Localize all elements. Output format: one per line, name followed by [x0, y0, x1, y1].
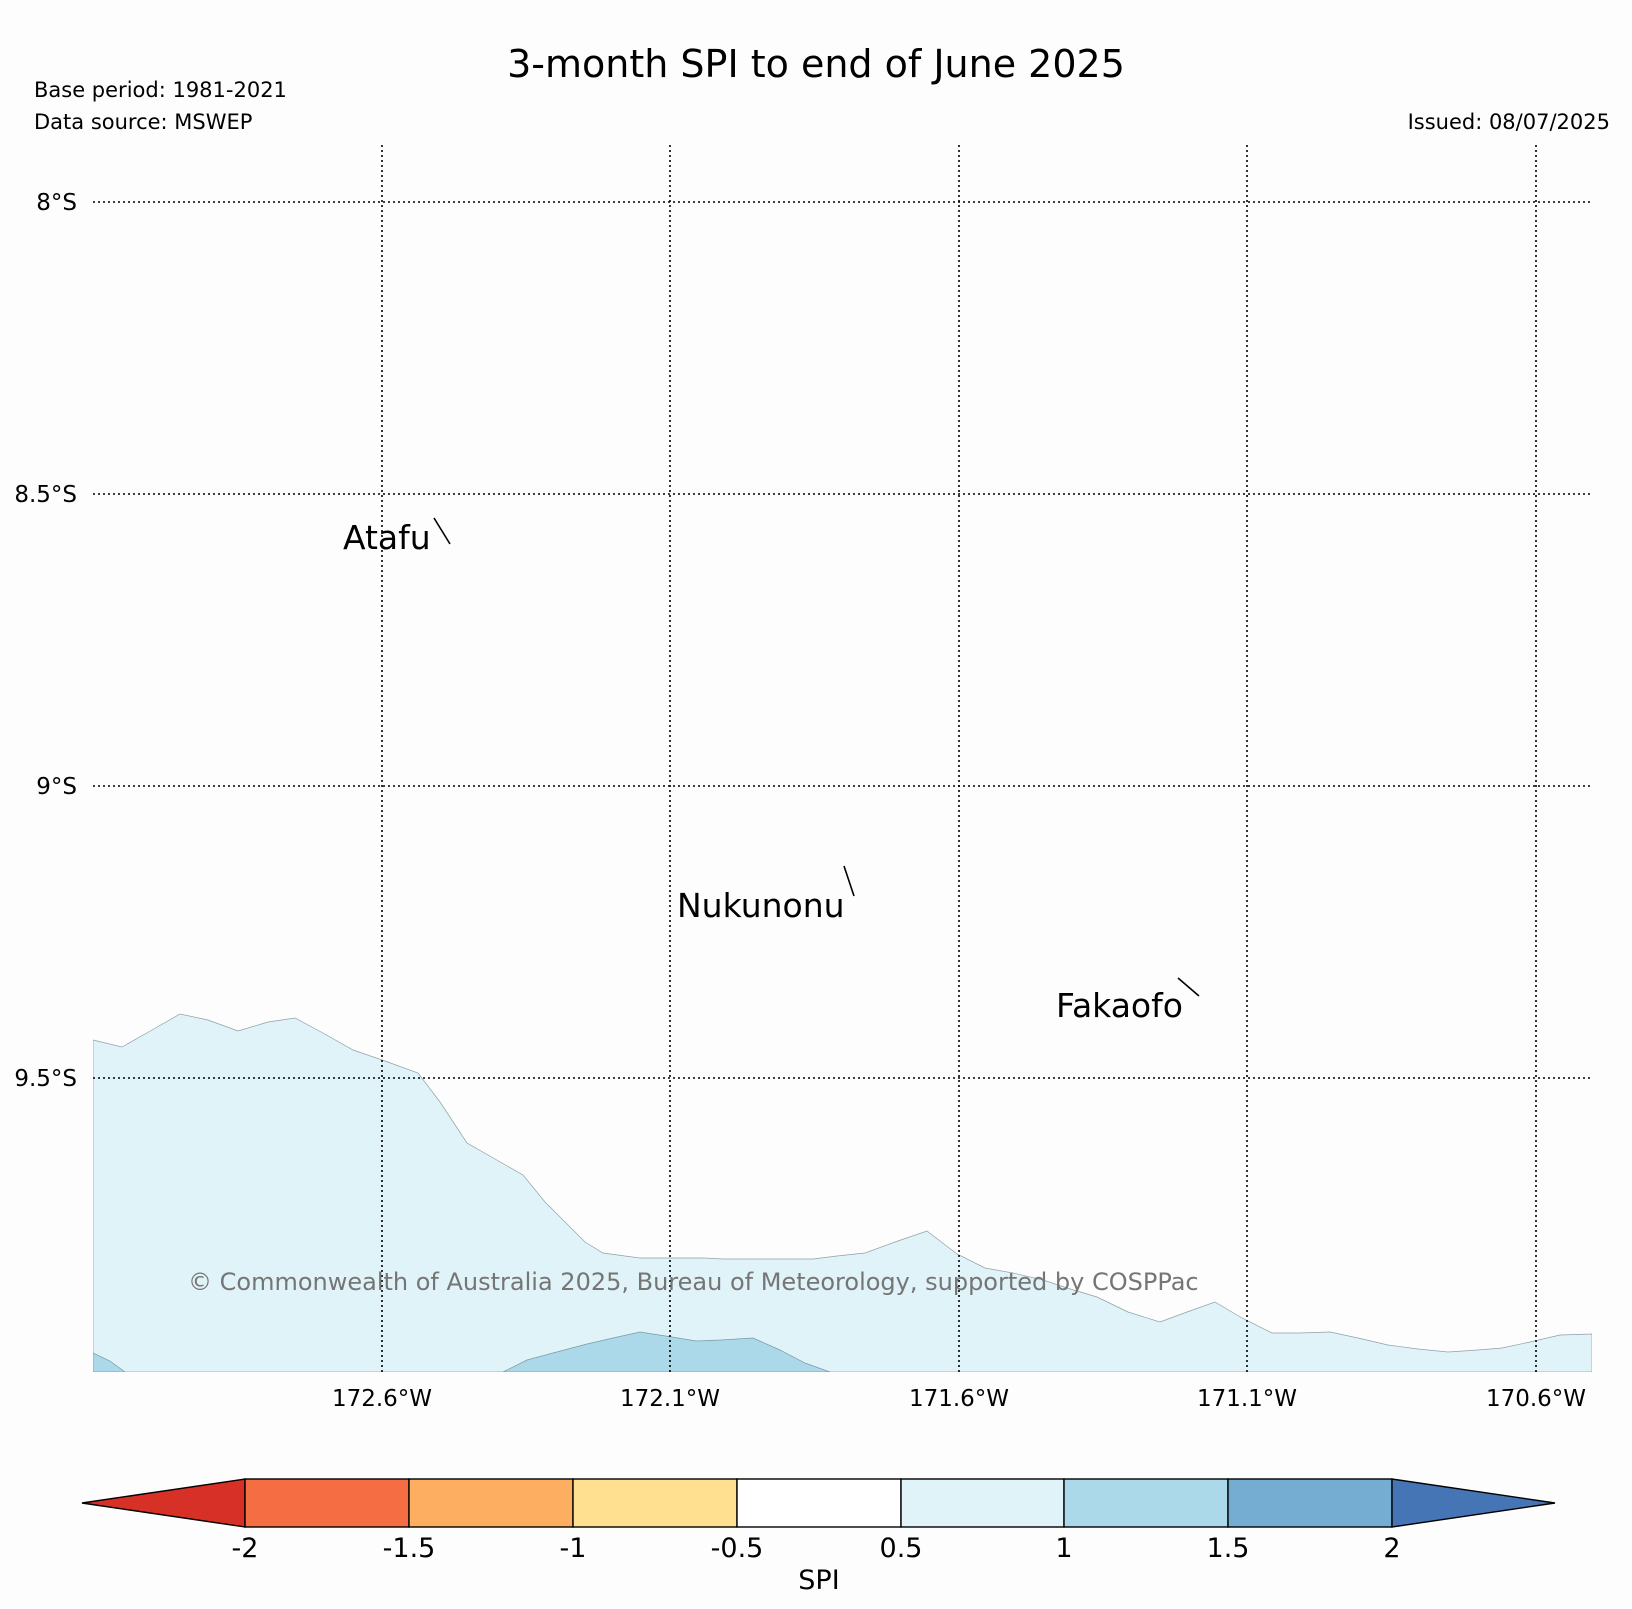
place-label-nukunonu: Nukunonu: [677, 886, 845, 925]
spi-region-0.5-1: [93, 1013, 1592, 1372]
colorbar-segment: [1227, 1478, 1393, 1528]
lat-label: 8°S: [36, 190, 77, 216]
data-source-note: Data source: MSWEP: [34, 110, 253, 134]
colorbar-segment: [408, 1478, 574, 1528]
colorbar-tick: 2: [1383, 1533, 1400, 1564]
lat-label: 9.5°S: [14, 1066, 77, 1092]
spi-region-1-1.5: [502, 1331, 831, 1372]
lat-label: 8.5°S: [14, 482, 77, 508]
colorbar-tick: 1: [1055, 1533, 1072, 1564]
colorbar-tick: -1: [560, 1533, 587, 1564]
colorbar-tick: 0.5: [880, 1533, 923, 1564]
place-label-fakaofo: Fakaofo: [1056, 986, 1183, 1025]
spi-shading: [93, 1013, 1592, 1372]
atafu-outline: [433, 517, 451, 545]
copyright-notice: © Commonwealth of Australia 2025, Bureau…: [188, 1268, 1199, 1296]
colorbar-tick: -2: [232, 1533, 259, 1564]
place-label-atafu: Atafu: [343, 518, 431, 557]
colorbar: [81, 1478, 1556, 1528]
colorbar-label: SPI: [798, 1565, 839, 1596]
chart-title: 3-month SPI to end of June 2025: [507, 42, 1125, 86]
colorbar-segment: [736, 1478, 902, 1528]
base-period-note: Base period: 1981-2021: [34, 78, 287, 102]
lon-label: 172.1°W: [620, 1386, 720, 1412]
spi-region-1-1.5-edge: [93, 1352, 126, 1372]
colorbar-tick: -1.5: [383, 1533, 436, 1564]
atoll-outlines: [433, 517, 1200, 997]
lon-label: 170.6°W: [1486, 1386, 1586, 1412]
colorbar-segment: [244, 1478, 410, 1528]
fakaofo-outline: [1177, 977, 1200, 997]
colorbar-segment: [572, 1478, 738, 1528]
colorbar-tick: -0.5: [711, 1533, 764, 1564]
colorbar-extend-high: [1391, 1478, 1556, 1528]
nukunonu-outline: [843, 865, 855, 897]
lon-label: 171.1°W: [1197, 1386, 1297, 1412]
colorbar-tick: 1.5: [1207, 1533, 1250, 1564]
lon-label: 171.6°W: [909, 1386, 1009, 1412]
colorbar-extend-low: [81, 1478, 246, 1528]
lat-label: 9°S: [36, 774, 77, 800]
issued-date: Issued: 08/07/2025: [1407, 110, 1610, 134]
colorbar-segment: [1063, 1478, 1229, 1528]
lon-label: 172.6°W: [332, 1386, 432, 1412]
colorbar-segment: [900, 1478, 1065, 1528]
